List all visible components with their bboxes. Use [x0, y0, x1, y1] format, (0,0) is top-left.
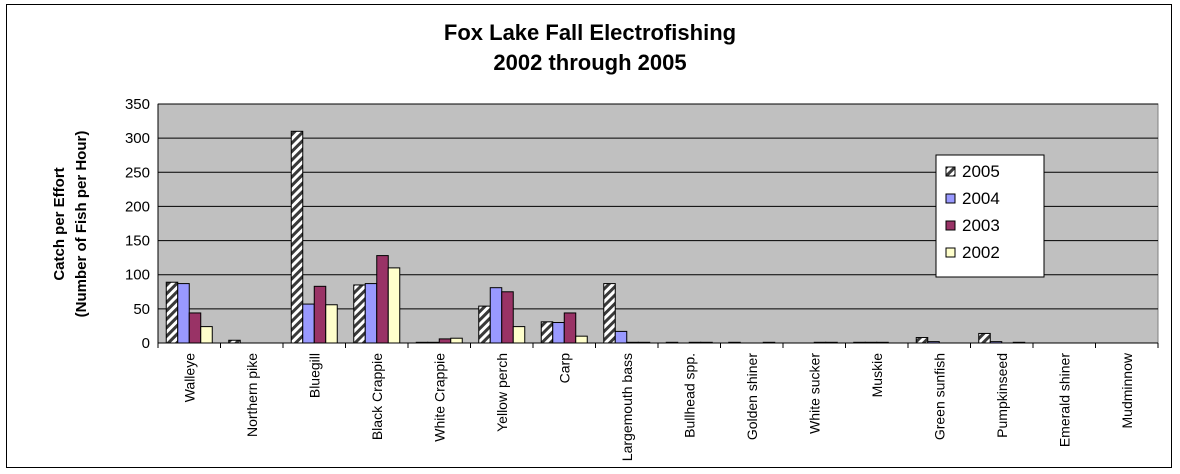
chart-subtitle: 2002 through 2005 [493, 50, 687, 75]
bar-2005-12 [915, 337, 929, 344]
legend-label-2005: 2005 [962, 162, 1000, 181]
bar-2004-3 [364, 283, 378, 344]
y-tick-label: 0 [142, 335, 150, 352]
x-tick-label: White sucker [806, 353, 822, 434]
bar-2005-6 [540, 321, 554, 344]
y-tick-labels: 0 50 100 150 200 250 300 350 [125, 96, 150, 352]
bars [165, 130, 1026, 344]
x-tick-label: Black Crappie [369, 353, 385, 440]
bar-2005-2 [290, 130, 304, 344]
bar-2004-5 [489, 287, 503, 344]
x-tick-label: Mudminnow [1119, 352, 1135, 428]
legend-swatch-2003 [945, 220, 956, 231]
x-tick-label: Northern pike [244, 353, 260, 437]
x-tick-label: Largemouth bass [619, 353, 635, 461]
x-tick-label: Emerald shiner [1056, 353, 1072, 447]
bar-2004-2 [302, 303, 315, 344]
x-tick-label: Golden shiner [744, 353, 760, 441]
y-tick-label: 50 [133, 301, 150, 318]
y-tick-label: 100 [125, 267, 150, 284]
y-axis-label-line2: (Number of Fish per Hour) [73, 131, 90, 318]
bar-2004-7 [614, 330, 628, 344]
y-tick-label: 250 [125, 164, 150, 181]
bar-2005-7 [603, 283, 616, 344]
legend-swatch-2002 [945, 247, 956, 258]
bar-2002-4 [450, 337, 463, 344]
x-tick-label: White Crappie [431, 353, 447, 442]
legend-label-2004: 2004 [962, 189, 1000, 208]
legend-label-2002: 2002 [962, 243, 1000, 262]
x-tick-labels: Walleye Northern pike Bluegill Black Crappi… [181, 352, 1135, 461]
bar-2005-5 [478, 305, 491, 344]
bar-2005-0 [165, 281, 179, 344]
bar-2002-0 [200, 326, 213, 344]
legend-swatch-2005 [945, 166, 956, 177]
legend-label-2003: 2003 [962, 216, 1000, 235]
x-tick-label: Yellow perch [494, 353, 510, 432]
legend-swatch-2004 [945, 193, 956, 204]
axes [157, 104, 1159, 348]
bar-2004-0 [177, 283, 190, 344]
bar-2005-13 [978, 332, 991, 344]
bar-2002-3 [387, 267, 401, 344]
x-tick-label: Bluegill [306, 353, 322, 398]
x-tick-label: Green sunfish [931, 353, 947, 440]
y-tick-label: 150 [125, 233, 150, 250]
x-tick-label: Walleye [181, 353, 197, 402]
bar-2003-0 [188, 312, 202, 344]
bar-2003-6 [563, 312, 577, 344]
y-tick-label: 300 [125, 130, 150, 147]
bar-2005-3 [353, 284, 366, 344]
bar-2002-5 [512, 326, 526, 344]
bar-2004-6 [552, 322, 565, 344]
x-tick-label: Pumpkinseed [994, 353, 1010, 438]
bar-2003-2 [313, 285, 327, 344]
legend: 2005 2004 2003 2002 [935, 154, 1045, 278]
bar-2003-5 [501, 291, 514, 344]
x-tick-label: Bullhead spp. [681, 353, 697, 438]
x-tick-label: Muskie [869, 353, 885, 398]
bar-2002-2 [325, 304, 338, 344]
chart-title: Fox Lake Fall Electrofishing [443, 20, 737, 45]
bar-2002-6 [575, 335, 588, 344]
x-tick-label: Carp [556, 353, 572, 384]
y-tick-label: 200 [125, 198, 150, 215]
bar-2003-4 [438, 338, 452, 344]
y-tick-label: 350 [125, 96, 150, 113]
y-axis-label: Catch per Effort [51, 167, 68, 280]
bar-2003-3 [376, 255, 389, 344]
